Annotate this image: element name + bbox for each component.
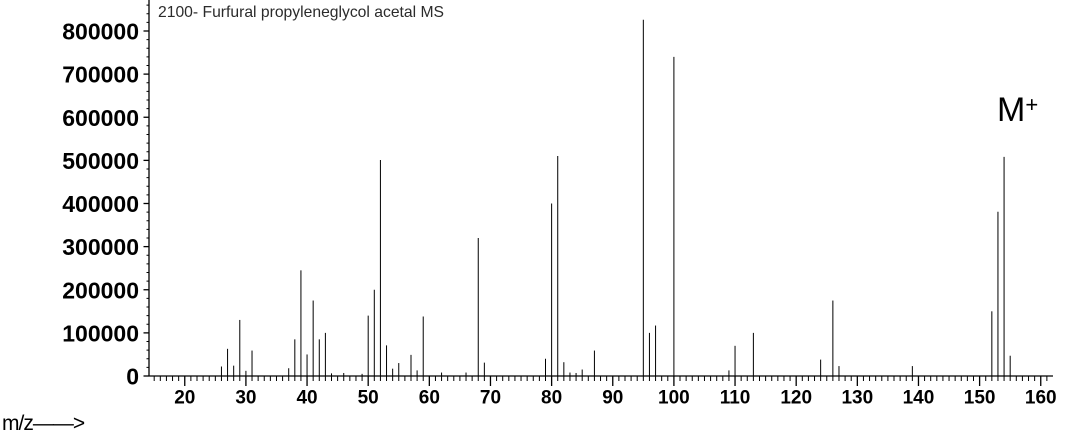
svg-text:70: 70 <box>480 388 501 409</box>
svg-text:2100- Furfural propyleneglycol: 2100- Furfural propyleneglycol acetal MS <box>158 4 444 21</box>
svg-text:110: 110 <box>720 388 751 409</box>
svg-text:20: 20 <box>174 388 195 409</box>
svg-text:160: 160 <box>1025 388 1057 409</box>
svg-text:140: 140 <box>903 388 935 409</box>
svg-text:100: 100 <box>658 388 690 409</box>
svg-text:400000: 400000 <box>62 191 139 217</box>
svg-text:40: 40 <box>296 388 317 409</box>
svg-text:120: 120 <box>780 388 812 409</box>
svg-text:600000: 600000 <box>62 105 139 131</box>
svg-text:700000: 700000 <box>62 62 139 88</box>
svg-text:100000: 100000 <box>62 320 139 346</box>
svg-text:150: 150 <box>964 388 996 409</box>
svg-text:30: 30 <box>235 388 256 409</box>
svg-text:800000: 800000 <box>62 19 139 45</box>
svg-text:60: 60 <box>419 388 440 409</box>
svg-text:80: 80 <box>541 388 562 409</box>
svg-text:200000: 200000 <box>62 277 139 303</box>
svg-text:500000: 500000 <box>62 148 139 174</box>
svg-text:300000: 300000 <box>62 234 139 260</box>
svg-text:0: 0 <box>126 364 139 390</box>
svg-text:90: 90 <box>602 388 623 409</box>
svg-text:50: 50 <box>358 388 379 409</box>
svg-text:130: 130 <box>841 388 873 409</box>
